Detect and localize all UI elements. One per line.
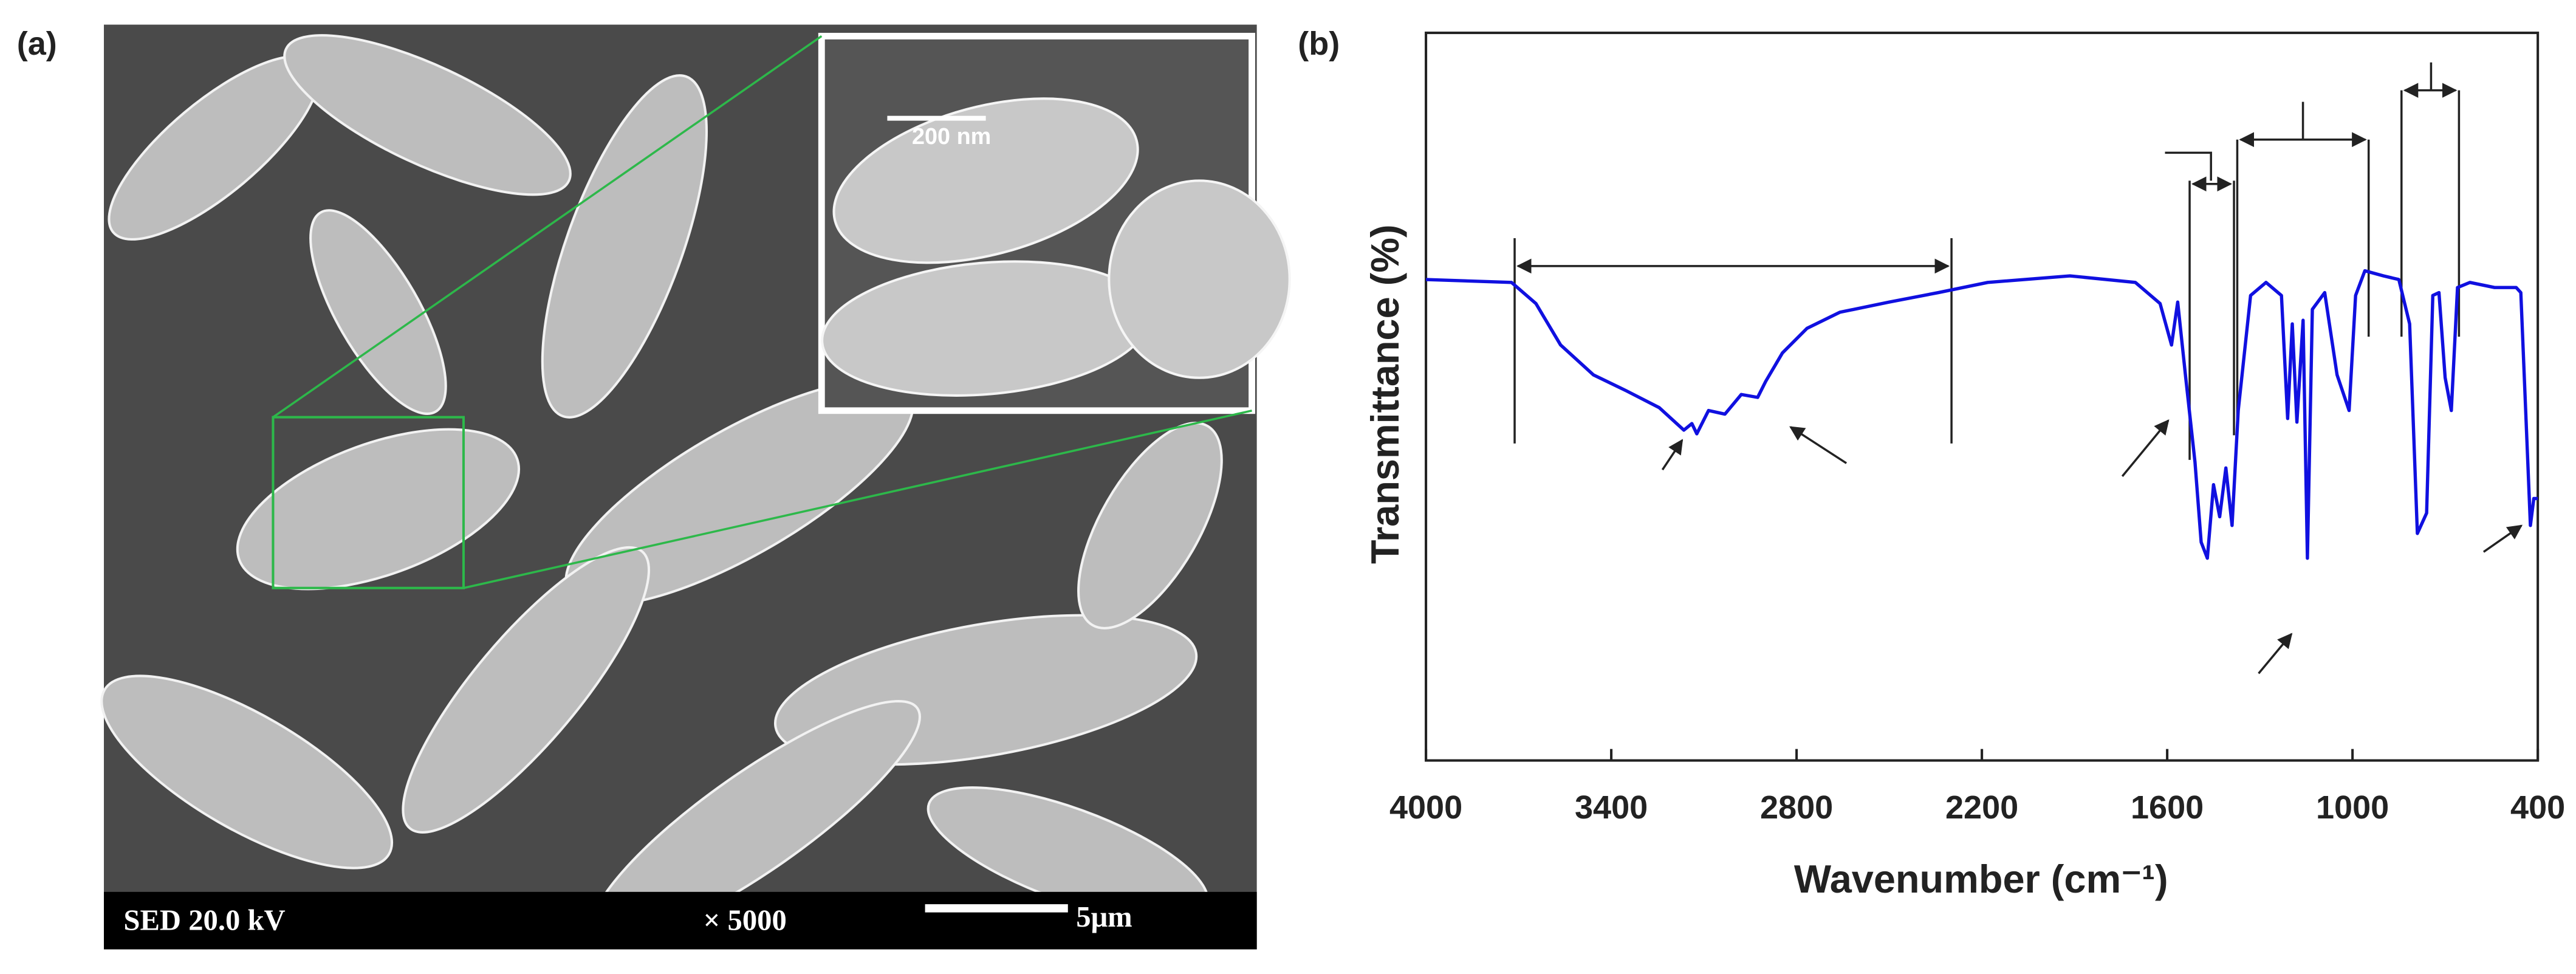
sem-magnification: × 5000 xyxy=(704,904,787,936)
spectrum-line xyxy=(1425,269,2538,560)
inset-scale-label: 200 nm xyxy=(912,124,991,149)
x-tick-label: 2800 xyxy=(1760,789,1833,826)
x-tick-label: 2200 xyxy=(1945,789,2018,826)
x-tick-label: 1600 xyxy=(2131,789,2204,826)
x-tick-label: 400 xyxy=(2510,789,2565,826)
x-tick-label: 3400 xyxy=(1575,789,1648,826)
x-tick-label: 1000 xyxy=(2316,789,2389,826)
plot-frame xyxy=(1425,32,2540,762)
sem-image xyxy=(100,24,1291,950)
panel-label: (a) xyxy=(17,26,57,62)
annotations xyxy=(1513,62,2523,674)
x-axis-label: Wavenumber (cm⁻¹) xyxy=(1794,857,2168,901)
sem-scale-bar: 5μm xyxy=(1076,900,1132,933)
sem-mode: SED 20.0 kV xyxy=(123,904,285,936)
y-axis-label: Transmittance (%) xyxy=(1363,224,1407,564)
panel-label: (b) xyxy=(1298,26,1340,62)
x-tick-label: 4000 xyxy=(1389,789,1462,826)
